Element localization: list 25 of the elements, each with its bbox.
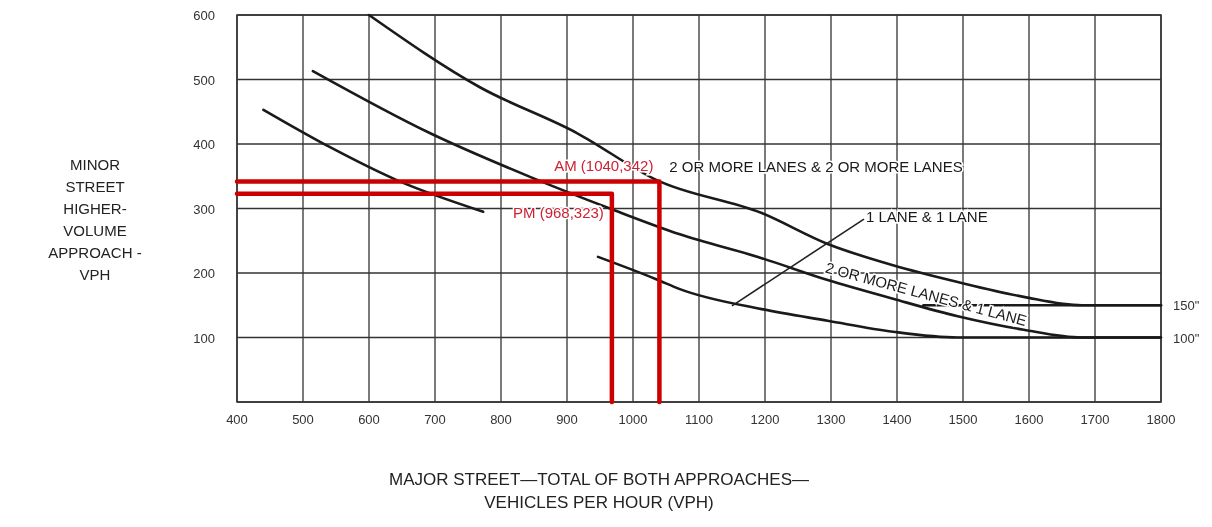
x-tick-label: 500 [292, 412, 314, 427]
y-tick-label: 600 [193, 8, 215, 23]
x-tick-label: 1600 [1014, 412, 1044, 427]
x-tick-label: 400 [226, 412, 248, 427]
x-tick-label: 900 [556, 412, 578, 427]
x-tick-label: 700 [424, 412, 446, 427]
annotation: 150" [1173, 298, 1200, 314]
y-tick-label: 400 [193, 137, 215, 152]
y-tick-label: 100 [193, 330, 215, 346]
x-tick-label: 1100 [685, 412, 713, 427]
y-tick-label: 200 [193, 266, 215, 281]
x-tick-label: 1500 [948, 412, 978, 427]
x-tick-label: 1800 [1146, 412, 1176, 427]
x-tick-label: 600 [358, 412, 380, 427]
y-axis-title: MINOR STREET HIGHER-VOLUME APPROACH - VPH [48, 156, 142, 283]
x-tick-label: 1300 [816, 412, 846, 427]
x-axis-title: MAJOR STREET—TOTAL OF BOTH APPROACHES—VEHICLES PER HOUR (VPH) [388, 470, 810, 512]
x-tick-label: 1700 [1080, 412, 1110, 427]
x-tick-label: 800 [490, 412, 512, 427]
y-tick-label: 300 [193, 201, 215, 217]
x-tick-label: 1400 [882, 412, 912, 427]
annotation: 100" [1173, 330, 1200, 346]
y-tick-label: 500 [193, 72, 215, 88]
x-tick-label: 1200 [750, 412, 780, 427]
x-tick-label: 1000 [618, 412, 648, 427]
